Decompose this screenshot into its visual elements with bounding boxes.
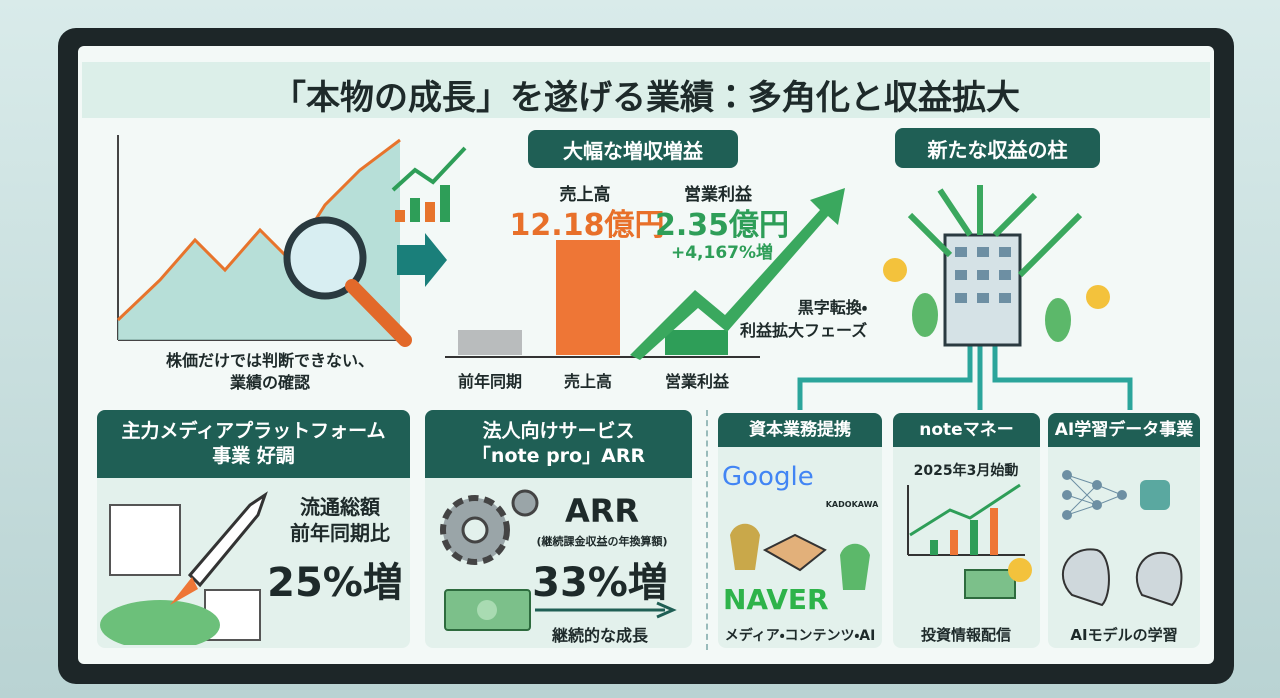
profit-label: 営業利益 bbox=[684, 185, 752, 205]
panel-line: (継続課金収益の年換算額) bbox=[536, 535, 668, 548]
arrow bbox=[535, 601, 677, 619]
panel-header: noteマネー bbox=[893, 413, 1040, 447]
sales-label: 売上高 bbox=[559, 185, 611, 205]
panel-header: 主力メディアプラットフォーム 事業 好調 bbox=[97, 410, 410, 478]
sales-value: 12.18億円 bbox=[509, 208, 665, 243]
panel-header: 資本業務提携 bbox=[718, 413, 882, 447]
panel-title-line: 法人向けサービス bbox=[482, 420, 635, 443]
panel-title-line: 「note pro」ARR bbox=[471, 445, 646, 467]
profit-value: 2.35億円 bbox=[654, 208, 790, 243]
finance-illustration bbox=[907, 483, 1032, 599]
panel-highlight: 33%増 bbox=[532, 560, 668, 606]
panel-body bbox=[1048, 447, 1200, 648]
ai-illustration bbox=[1061, 470, 1183, 607]
axis-label: 売上高 bbox=[563, 372, 613, 391]
logo: NAVER bbox=[723, 583, 829, 616]
logo: KADOKAWA bbox=[825, 500, 879, 509]
profit-change: +4,167%増 bbox=[670, 243, 774, 263]
logo: Google bbox=[722, 462, 814, 492]
caption-line: 株価だけでは判断できない、 bbox=[165, 351, 375, 370]
phase-caption: 黒字転換・利益拡大フェーズ bbox=[740, 296, 867, 342]
panel-line: ARR bbox=[564, 492, 640, 530]
caption-line: 業績の確認 bbox=[229, 372, 311, 392]
stock-chart-illustration bbox=[116, 135, 412, 347]
axis-label: 前年同期 bbox=[457, 372, 523, 391]
panel-caption: メディア・コンテンツ・AI bbox=[724, 628, 876, 644]
panel-body bbox=[893, 447, 1040, 648]
phase-line: 利益拡大フェーズ bbox=[740, 321, 868, 341]
panel-text: 流通総額 前年同期比 bbox=[290, 494, 390, 546]
growth-heading: 大幅な増収増益 bbox=[528, 130, 738, 168]
phase-line: 黒字転換・ bbox=[797, 298, 868, 317]
panel-title-line: 主力メディアプラットフォーム bbox=[121, 420, 386, 443]
gear-illustration bbox=[440, 489, 539, 631]
arrow-icons bbox=[391, 146, 467, 287]
building-illustration bbox=[797, 185, 1133, 410]
panel-highlight: 25%増 bbox=[267, 560, 403, 606]
axis-label: 営業利益 bbox=[664, 372, 730, 391]
pillars-heading: 新たな収益の柱 bbox=[895, 128, 1100, 168]
panel-header: 法人向けサービス 「note pro」ARR bbox=[425, 410, 692, 478]
title-band bbox=[82, 62, 1210, 118]
rocket-illustration bbox=[100, 491, 268, 645]
panel-line: 前年同期比 bbox=[290, 521, 390, 545]
handshake-illustration bbox=[730, 523, 870, 590]
divider bbox=[706, 410, 708, 650]
panel-line: 流通総額 bbox=[300, 495, 380, 519]
growth-chart-illustration bbox=[445, 188, 845, 360]
panel-caption: 継続的な成長 bbox=[551, 626, 649, 645]
title: 「本物の成長」を遂げる業績：多角化と収益拡大 bbox=[272, 78, 1020, 118]
stock-caption: 株価だけでは判断できない、 業績の確認 bbox=[166, 350, 374, 393]
panel-subtitle: 2025年3月始動 bbox=[913, 463, 1019, 479]
panel-caption: AIモデルの学習 bbox=[1070, 626, 1178, 644]
panel-title-line: 事業 好調 bbox=[212, 445, 295, 467]
panel-header: AI学習データ事業 bbox=[1048, 413, 1200, 447]
panel-caption: 投資情報配信 bbox=[920, 626, 1012, 644]
